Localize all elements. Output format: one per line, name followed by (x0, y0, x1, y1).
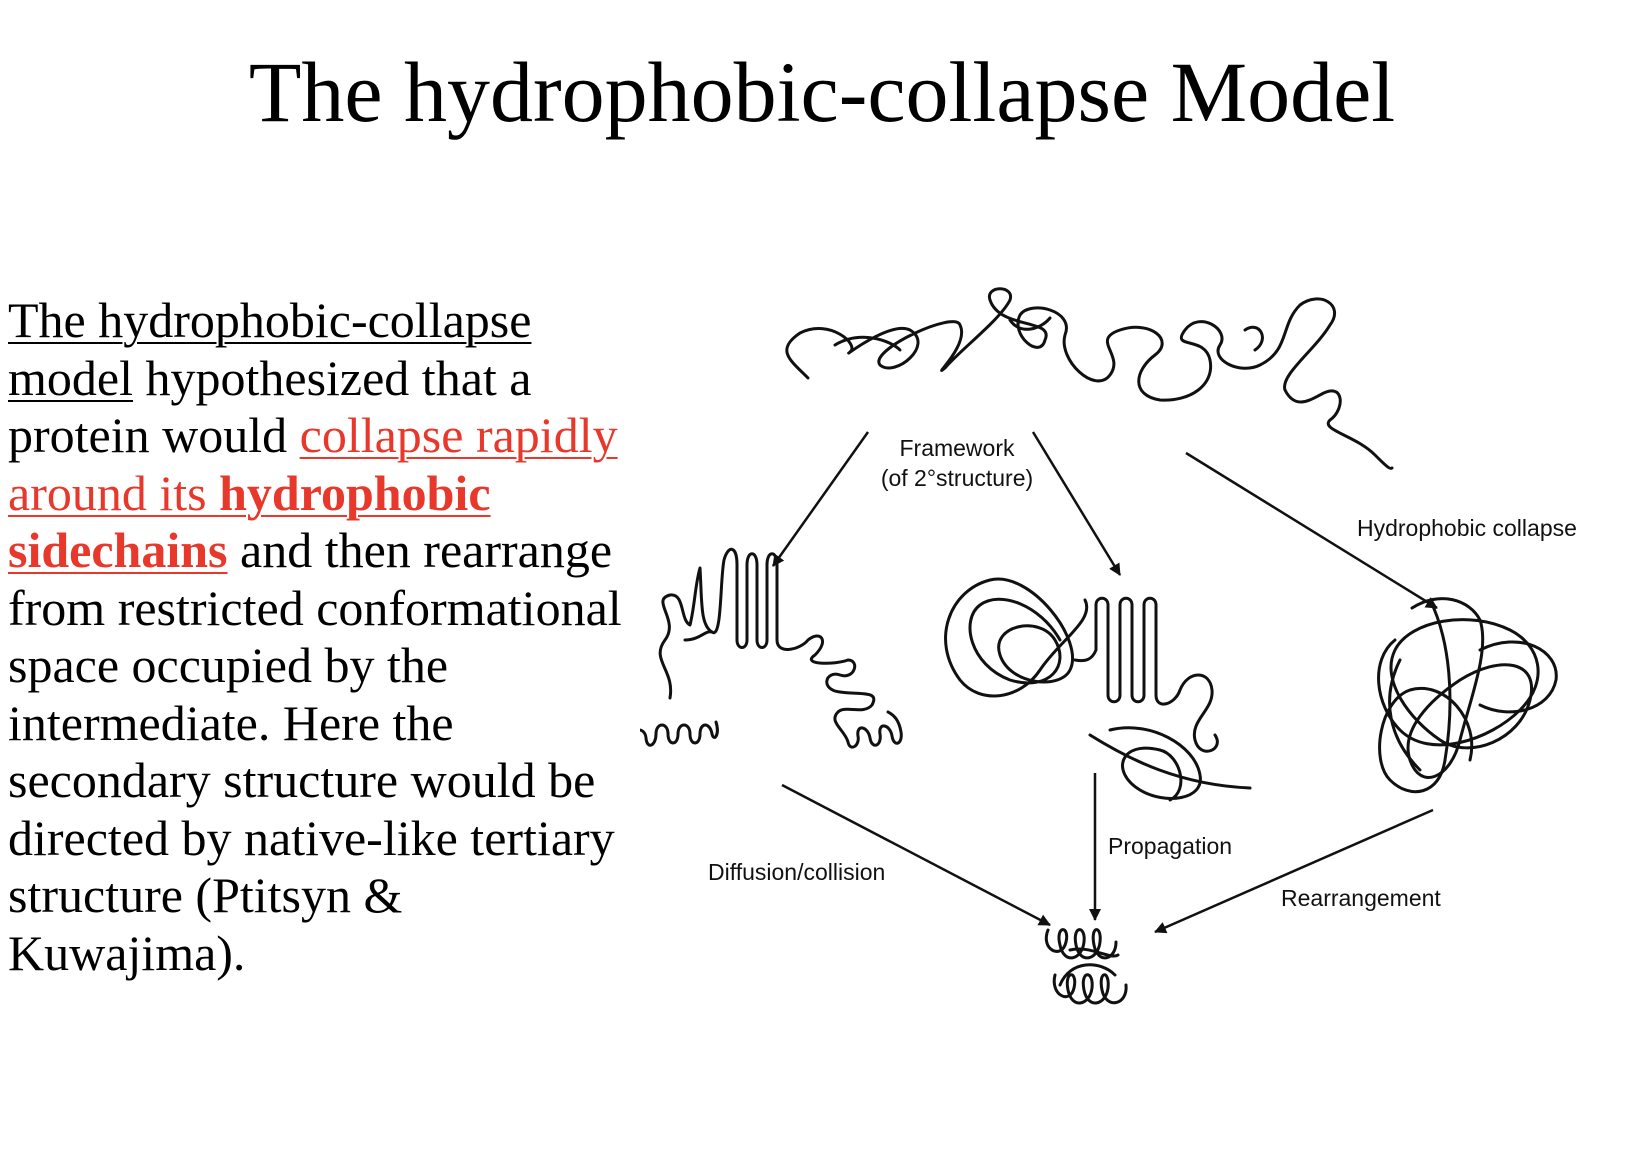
label-rearrangement: Rearrangement (1281, 885, 1441, 911)
red-highlight-text: collapse rapidly around its (8, 407, 618, 521)
label-propagation: Propagation (1108, 833, 1232, 859)
arrow-diffusion-collision (781, 783, 1051, 927)
arrow-framework-right (1031, 431, 1122, 576)
folding-pathway-diagram: Framework (of 2°structure) Hydrophobic c… (640, 287, 1577, 1005)
body-text-part-2: and then rearrange from restricted confo… (8, 522, 622, 981)
propagation-intermediate (944, 577, 1252, 802)
red-bold-highlight-text: hydrophobic sidechains (8, 464, 491, 579)
molten-globule (1377, 597, 1558, 794)
body-paragraph: The hydrophobic-collapse model hypothesi… (8, 292, 623, 982)
label-hydrophobic-collapse: Hydrophobic collapse (1357, 515, 1577, 541)
label-framework: Framework (899, 435, 1015, 461)
native-state (1044, 928, 1128, 1005)
intro-underlined-term: The hydrophobic-collapse model (8, 292, 532, 406)
slide-title: The hydrophobic-collapse Model (248, 44, 1396, 140)
body-text-part-1: hypothesized that a protein would (8, 349, 532, 464)
arrow-framework-left (771, 431, 870, 567)
label-diffusion-collision: Diffusion/collision (708, 859, 885, 885)
arrow-hydrophobic-collapse (1185, 451, 1438, 610)
label-framework-sub: (of 2°structure) (881, 465, 1033, 491)
arrow-rearrangement (1154, 808, 1434, 934)
framework-intermediate (640, 547, 903, 749)
unfolded-chain (785, 287, 1394, 470)
